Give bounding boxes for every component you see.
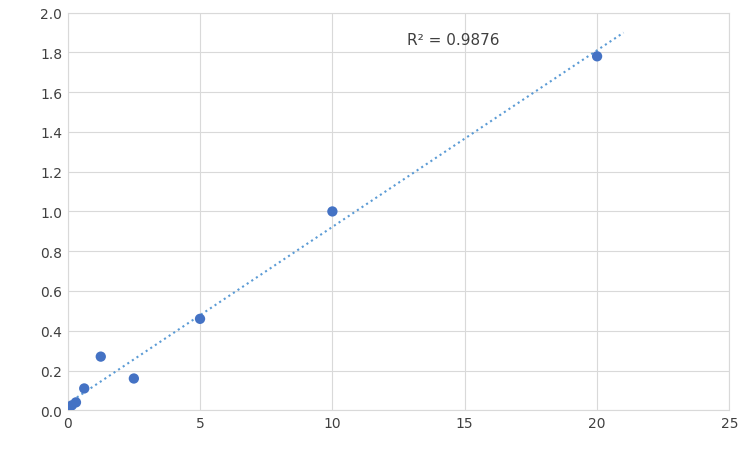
Point	[65, 402, 77, 409]
Point	[95, 353, 107, 360]
Point	[78, 385, 90, 392]
Point	[70, 399, 82, 406]
Point	[326, 208, 338, 216]
Point	[128, 375, 140, 382]
Point	[591, 54, 603, 61]
Point	[194, 316, 206, 323]
Point	[62, 407, 74, 414]
Text: R² = 0.9876: R² = 0.9876	[407, 33, 499, 48]
